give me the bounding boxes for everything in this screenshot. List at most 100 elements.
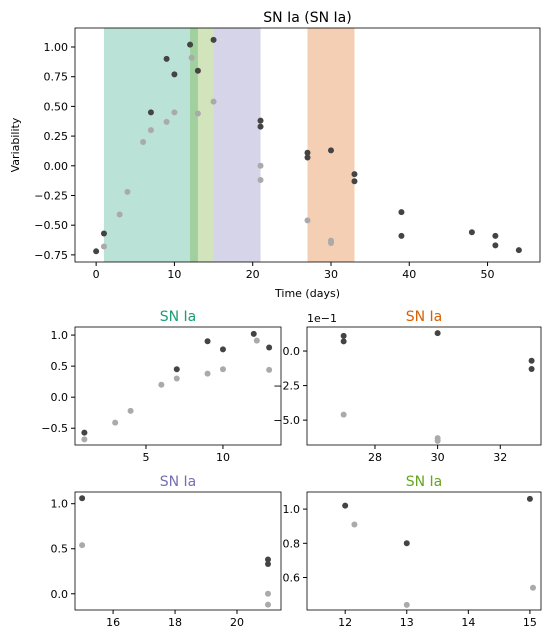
- point: [434, 330, 441, 337]
- axes-frame: [74, 27, 541, 263]
- point: [526, 495, 533, 502]
- y-tick-label: 0.6: [283, 572, 301, 585]
- point: [264, 590, 271, 597]
- point: [81, 429, 88, 436]
- point: [194, 110, 201, 117]
- point: [264, 601, 271, 608]
- point: [194, 67, 201, 74]
- span: [307, 28, 355, 262]
- point: [204, 370, 211, 377]
- x-tick-label: 30: [324, 268, 338, 281]
- point: [127, 407, 134, 414]
- axes-frame: [74, 491, 282, 611]
- point: [188, 54, 195, 61]
- point: [158, 381, 165, 388]
- span: [190, 28, 214, 262]
- point: [187, 41, 194, 48]
- point: [264, 561, 271, 568]
- point: [147, 109, 154, 116]
- x-tick-label: 50: [481, 268, 495, 281]
- point: [210, 36, 217, 43]
- y-tick-label: 0.5: [51, 543, 69, 556]
- y-tick-label: 0.75: [44, 71, 69, 84]
- point: [79, 542, 86, 549]
- x-tick-label: 16: [106, 616, 120, 629]
- point: [327, 147, 334, 154]
- point: [81, 436, 88, 443]
- point: [529, 584, 536, 591]
- offset-label: 1e−1: [307, 312, 337, 325]
- y-tick-label: 1.0: [283, 503, 301, 516]
- y-tick-label: 0.50: [44, 100, 69, 113]
- x-tick-label: 20: [230, 616, 244, 629]
- y-tick-label: 0.00: [44, 160, 69, 173]
- point: [340, 411, 347, 418]
- y-tick-label: −0.75: [34, 249, 68, 262]
- point: [403, 540, 410, 547]
- y-axis-label: Variability: [9, 117, 22, 172]
- x-tick-label: 10: [216, 451, 230, 464]
- point: [257, 162, 264, 169]
- x-tick-label: 30: [431, 451, 445, 464]
- point: [171, 71, 178, 78]
- y-tick-label: 1.00: [44, 41, 69, 54]
- x-tick-label: 32: [493, 451, 507, 464]
- chart-title: SN Ia (SN Ia): [263, 10, 351, 26]
- x-tick-label: 5: [142, 451, 149, 464]
- point: [304, 217, 311, 224]
- point: [351, 171, 358, 178]
- point: [163, 118, 170, 125]
- y-tick-label: 0.0: [51, 588, 69, 601]
- y-tick-label: −0.25: [34, 189, 68, 202]
- point: [219, 346, 226, 353]
- point: [147, 127, 154, 134]
- point: [173, 366, 180, 373]
- point: [173, 375, 180, 382]
- x-tick-label: 10: [167, 268, 181, 281]
- point: [528, 357, 535, 364]
- chart-title: SN Ia: [406, 309, 443, 325]
- x-tick-label: 12: [338, 616, 352, 629]
- point: [340, 338, 347, 345]
- point: [140, 139, 147, 146]
- chart-title: SN Ia: [160, 474, 197, 490]
- point: [257, 177, 264, 184]
- x-tick-label: 40: [402, 268, 416, 281]
- x-tick-label: 15: [523, 616, 537, 629]
- x-tick-label: 20: [246, 268, 260, 281]
- y-tick-label: −0.50: [34, 219, 68, 232]
- point: [210, 98, 217, 105]
- point: [528, 366, 535, 373]
- y-tick-label: 1.0: [51, 498, 69, 511]
- point: [492, 242, 499, 249]
- x-tick-label: 0: [93, 268, 100, 281]
- point: [93, 248, 100, 255]
- x-tick-label: 18: [168, 616, 182, 629]
- point: [253, 337, 260, 344]
- y-tick-label: −2.5: [273, 380, 300, 393]
- axes-frame: [306, 326, 542, 446]
- point: [163, 55, 170, 62]
- point: [79, 495, 86, 502]
- point: [124, 188, 131, 195]
- span: [103, 28, 198, 262]
- point: [204, 338, 211, 345]
- chart-title: SN Ia: [160, 309, 197, 325]
- span: [213, 28, 261, 262]
- x-tick-label: 13: [400, 616, 414, 629]
- x-axis-label: Time (days): [274, 287, 340, 300]
- point: [257, 123, 264, 130]
- point: [492, 232, 499, 239]
- point: [219, 366, 226, 373]
- y-tick-label: 0.25: [44, 130, 69, 143]
- point: [116, 211, 123, 218]
- point: [398, 209, 405, 216]
- point: [266, 366, 273, 373]
- point: [112, 419, 119, 426]
- axes-frame: [306, 491, 542, 611]
- point: [351, 178, 358, 185]
- axes-frame: [74, 326, 282, 446]
- point: [468, 229, 475, 236]
